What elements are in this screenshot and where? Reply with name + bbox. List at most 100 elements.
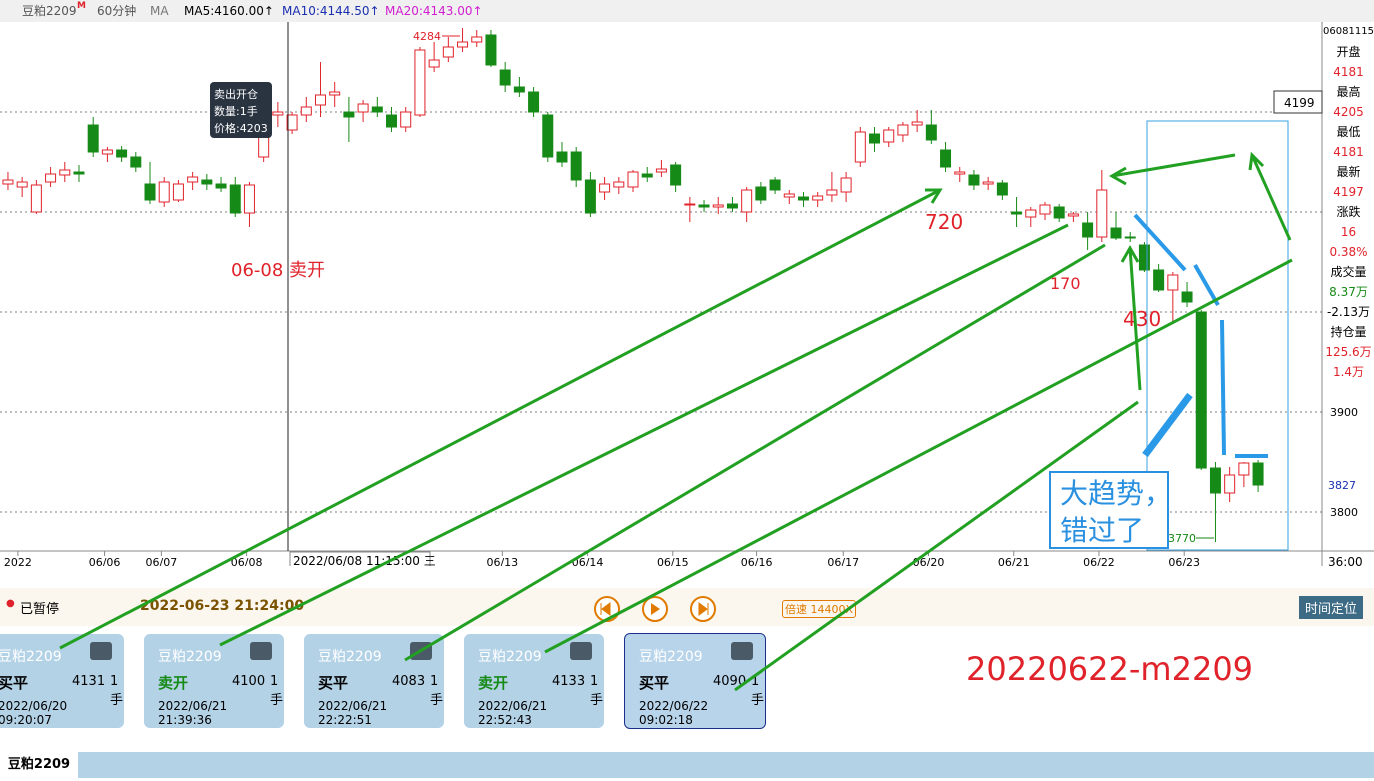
card-qty: 1手 (110, 674, 124, 708)
note: 430 (1123, 307, 1161, 331)
candle-body (428, 59, 440, 68)
candle-body (897, 124, 909, 136)
trade-card[interactable]: 豆粕2209 买平 4131 1手 2022/06/20 09:20:07 (0, 634, 124, 728)
x-tick-label: 06/07 (146, 556, 178, 566)
candle-body (684, 203, 696, 206)
panel-label: 涨跌 (1336, 205, 1361, 219)
arrow (1220, 319, 1226, 456)
candle-body (769, 179, 781, 191)
card-action: 卖开 (478, 674, 509, 692)
candle-body (726, 203, 738, 209)
candle-body (172, 183, 184, 201)
note: 06-08 卖开 (231, 260, 325, 281)
price-box (1273, 90, 1323, 114)
candle-body (201, 179, 213, 185)
y-tick-label: 3900 (1330, 406, 1358, 419)
candle-body (968, 174, 980, 186)
candle-body (1039, 204, 1051, 215)
candle-body (570, 151, 582, 181)
candle-body (243, 184, 255, 214)
card-icon (90, 642, 112, 660)
tooltip-title: 卖出开仓 (214, 87, 258, 101)
panel-value: 125.6万 (1325, 345, 1372, 359)
trade-card[interactable]: 豆粕2209 卖开 4133 1手 2022/06/21 22:52:43 (464, 634, 604, 728)
candle-body (144, 183, 156, 201)
x-tick-label: 06/06 (89, 556, 121, 566)
candle-body (783, 193, 795, 198)
trade-card[interactable]: 豆粕2209 买平 4090 1手 2022/06/22 09:02:18 (624, 633, 766, 729)
card-time: 2022/06/20 09:20:07 (0, 699, 68, 727)
chart: 卖出开仓 数量:1手 价格:4203 06-08 卖开 720 170 430 … (0, 22, 1374, 566)
panel-value: 4181 (1333, 145, 1364, 159)
status: 已暂停 (20, 602, 60, 617)
card-icon (250, 642, 272, 660)
card-qty: 1手 (590, 674, 604, 708)
playback-buttons (594, 596, 716, 622)
candle-body (826, 189, 838, 196)
x-tick-label: 06/17 (827, 556, 859, 566)
candle-body (712, 204, 724, 208)
ma20: MA20:4143.00↑ (385, 4, 483, 18)
note: 170 (1050, 274, 1081, 293)
x-tick-label: 06/14 (572, 556, 604, 566)
info-panel: 06081115 开盘 4181 最高 4205 最低 4181 最新 4197 涨跌 16 0.3… (1323, 22, 1374, 380)
card-action: 买平 (318, 674, 349, 692)
cursor-label-text: 2022/06/08 11:15:00 三 (293, 554, 436, 566)
card-price: 4090 (713, 674, 747, 689)
card-symbol: 豆粕2209 (478, 649, 542, 665)
candle-body (584, 179, 596, 214)
candle-body (1067, 213, 1079, 217)
card-icon (731, 642, 753, 660)
candle-body (414, 49, 426, 116)
panel-label: 最高 (1336, 85, 1361, 99)
candle-body (229, 184, 241, 214)
card-time: 2022/06/21 22:22:51 (318, 699, 388, 727)
card-inner: 豆粕2209 买平 4083 1手 2022/06/21 22:22:51 (318, 634, 444, 728)
trade-card[interactable]: 豆粕2209 买平 4083 1手 2022/06/21 22:22:51 (304, 634, 444, 728)
panel-time: 06081115 (1323, 26, 1374, 37)
tab-bar: 豆粕2209 (0, 752, 1374, 778)
candle-body (1195, 311, 1207, 469)
candle-body (386, 114, 398, 128)
speed[interactable]: 倍速 14400X (782, 600, 857, 618)
candle-body (16, 181, 28, 188)
candle-body (812, 195, 824, 201)
candle-body (542, 114, 554, 158)
panel-label: 最低 (1336, 125, 1361, 139)
candle-body (1082, 222, 1094, 238)
locate-button[interactable]: 时间定位 (1299, 596, 1364, 619)
candle-body (187, 176, 199, 183)
x-tick-label: 06/15 (657, 556, 689, 566)
tooltip-qty: 数量:1手 (214, 104, 258, 118)
candle-body (400, 111, 412, 128)
tab[interactable]: 豆粕2209 (0, 752, 78, 778)
card-icon (410, 642, 432, 660)
low-label: 3770 (1168, 532, 1196, 545)
candle-body (286, 114, 298, 131)
volume-axis: 36:00 (1328, 555, 1363, 566)
candle-body (499, 69, 511, 86)
panel-label: 最新 (1336, 165, 1361, 179)
candle-body (1096, 189, 1108, 238)
candle-body (1011, 211, 1023, 215)
period[interactable]: 60分钟 (97, 4, 137, 18)
tooltip (210, 82, 272, 138)
candle-body (840, 177, 852, 193)
candle-body (357, 103, 369, 113)
card-qty: 1手 (430, 674, 444, 708)
candle-body (655, 168, 667, 173)
trade-card[interactable]: 豆粕2209 卖开 4100 1手 2022/06/21 21:39:36 (144, 634, 284, 728)
last-price: 3827 (1328, 479, 1356, 492)
card-icon (570, 642, 592, 660)
panel-label: 成交量 (1330, 265, 1367, 279)
indicator[interactable]: MA (150, 4, 169, 18)
candle-body (1025, 209, 1037, 218)
candle-body (101, 149, 113, 155)
x-tick-label: 06/20 (913, 556, 945, 566)
candle-body (2, 179, 14, 185)
candle-body (613, 181, 625, 188)
candle-body (59, 169, 71, 176)
flag: M (77, 1, 86, 11)
candle-body (528, 91, 540, 113)
